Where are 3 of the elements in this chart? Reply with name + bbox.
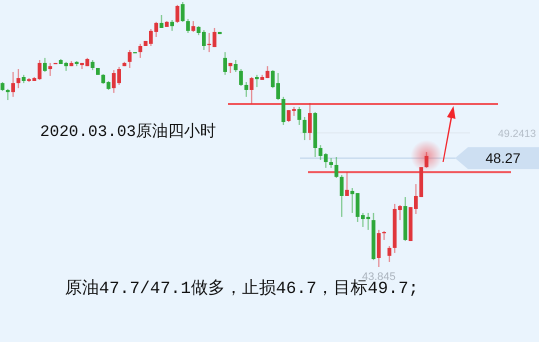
text: 49.2413 [498, 128, 536, 140]
text: 2020.03.03原油四小时 [40, 122, 216, 141]
price-tag: 48.27 [455, 147, 539, 170]
